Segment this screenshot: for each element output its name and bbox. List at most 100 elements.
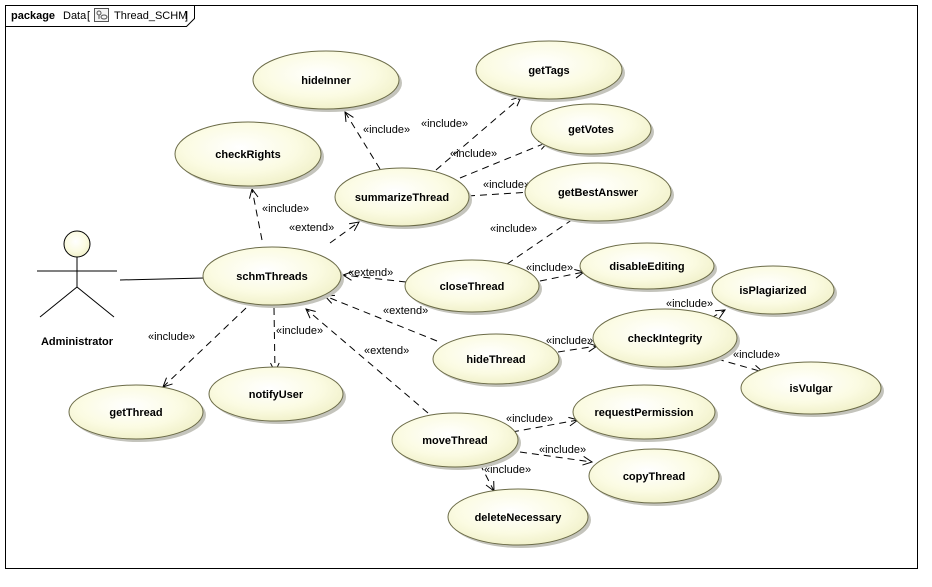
use-case-label: getThread <box>109 407 162 419</box>
relation-line <box>251 188 263 241</box>
use-case-get-thread[interactable]: getThread <box>68 384 206 442</box>
use-case-notify-user[interactable]: notifyUser <box>208 366 346 424</box>
include-label: «include» <box>148 331 195 343</box>
package-element: Thread_SCHM <box>114 10 187 22</box>
use-case-label: getTags <box>528 65 569 77</box>
use-case-label: hideThread <box>466 354 525 366</box>
use-case-is-plagiarized[interactable]: isPlagiarized <box>711 265 837 317</box>
use-case-ellipse <box>530 103 652 155</box>
use-case-label: requestPermission <box>594 407 693 419</box>
relationships: «include» «include» «include» «include» «inc… <box>148 96 780 493</box>
use-case-ellipse <box>740 361 882 415</box>
use-case-hide-thread[interactable]: hideThread <box>432 333 562 387</box>
arrowhead <box>349 221 360 232</box>
use-case-check-rights[interactable]: checkRights <box>174 121 324 189</box>
use-case-ellipse <box>391 412 519 468</box>
use-case-copy-thread[interactable]: copyThread <box>588 448 722 506</box>
relation-line <box>342 274 407 283</box>
use-case-label: getBestAnswer <box>558 187 639 199</box>
arrowhead <box>714 309 726 319</box>
use-case-get-best-answer[interactable]: getBestAnswer <box>524 162 674 224</box>
use-case-ellipse <box>68 384 204 440</box>
extend-label: «extend» <box>348 267 393 279</box>
use-case-schm-threads[interactable]: schmThreads <box>202 246 344 308</box>
use-case-request-permission[interactable]: requestPermission <box>572 384 718 442</box>
include-label: «include» <box>506 413 553 425</box>
include-label: «include» <box>484 464 531 476</box>
relation-line <box>273 307 276 373</box>
relation-line <box>519 451 593 463</box>
arrowhead <box>248 187 259 199</box>
use-case-check-integrity[interactable]: checkIntegrity <box>592 308 740 370</box>
use-case-ellipse <box>475 40 623 100</box>
use-case-get-tags[interactable]: getTags <box>475 40 625 102</box>
include-label: «include» <box>490 223 537 235</box>
use-case-label: checkIntegrity <box>628 333 703 345</box>
use-case-hide-inner[interactable]: hideInner <box>252 50 402 112</box>
use-case-ellipse <box>174 121 322 187</box>
use-case-ellipse <box>334 167 470 227</box>
relation-line <box>557 345 598 353</box>
relation-line <box>506 212 583 265</box>
relation-line <box>305 308 429 414</box>
include-label: «include» <box>733 349 780 361</box>
use-case-delete-necessary[interactable]: deleteNecessary <box>447 488 591 548</box>
relation-line <box>459 141 549 179</box>
use-case-ellipse <box>447 488 589 546</box>
include-label: «include» <box>666 298 713 310</box>
use-case-label: disableEditing <box>609 261 684 273</box>
use-case-ellipse <box>592 308 738 368</box>
package-keyword: package <box>11 10 55 22</box>
use-case-ellipse <box>711 265 835 315</box>
include-label: «include» <box>526 262 573 274</box>
include-label: «include» <box>363 124 410 136</box>
include-label: «include» <box>262 203 309 215</box>
use-case-ellipse <box>252 50 400 110</box>
package-bracket-open: [ <box>87 10 90 22</box>
use-case-label: getVotes <box>568 124 614 136</box>
diagram-icon <box>94 8 109 22</box>
relation-line <box>539 271 585 282</box>
relation-line <box>479 463 495 492</box>
extend-label: «extend» <box>289 222 334 234</box>
use-case-get-votes[interactable]: getVotes <box>530 103 654 157</box>
use-case-label: closeThread <box>440 281 505 293</box>
use-case-move-thread[interactable]: moveThread <box>391 412 521 470</box>
arrowhead <box>305 308 316 319</box>
relation-line <box>344 111 381 170</box>
arrowhead <box>485 480 495 493</box>
use-case-ellipse <box>404 259 540 313</box>
include-label: «include» <box>539 444 586 456</box>
use-cases: hideInner getTags getVotes checkRights summa… <box>68 40 884 548</box>
use-case-is-vulgar[interactable]: isVulgar <box>740 361 884 417</box>
use-case-ellipse <box>208 366 344 422</box>
use-case-ellipse <box>202 246 342 306</box>
arrowhead <box>344 111 354 122</box>
use-case-ellipse <box>524 162 672 222</box>
relation-line <box>716 358 764 373</box>
use-case-label: isPlagiarized <box>739 285 806 297</box>
extend-label: «extend» <box>383 305 428 317</box>
use-case-label: deleteNecessary <box>475 512 563 524</box>
arrowhead <box>582 456 594 466</box>
use-case-disable-editing[interactable]: disableEditing <box>579 242 717 292</box>
include-label: «include» <box>546 335 593 347</box>
package-bracket-close: ] <box>185 10 188 22</box>
include-label: «include» <box>483 179 530 191</box>
use-case-ellipse <box>432 333 560 385</box>
actor-administrator[interactable]: Administrator <box>37 230 117 348</box>
use-case-summarize-thread[interactable]: summarizeThread <box>334 167 472 229</box>
use-case-label: notifyUser <box>249 389 304 401</box>
relation-line <box>329 221 360 244</box>
extend-label: «extend» <box>364 345 409 357</box>
use-case-label: hideInner <box>301 75 351 87</box>
use-case-label: schmThreads <box>236 271 308 283</box>
use-case-close-thread[interactable]: closeThread <box>404 259 542 315</box>
actor-name: Administrator <box>41 336 114 348</box>
package-name: Data <box>63 10 87 22</box>
use-case-ellipse <box>572 384 716 440</box>
use-case-label: copyThread <box>623 471 685 483</box>
use-case-label: checkRights <box>215 149 280 161</box>
